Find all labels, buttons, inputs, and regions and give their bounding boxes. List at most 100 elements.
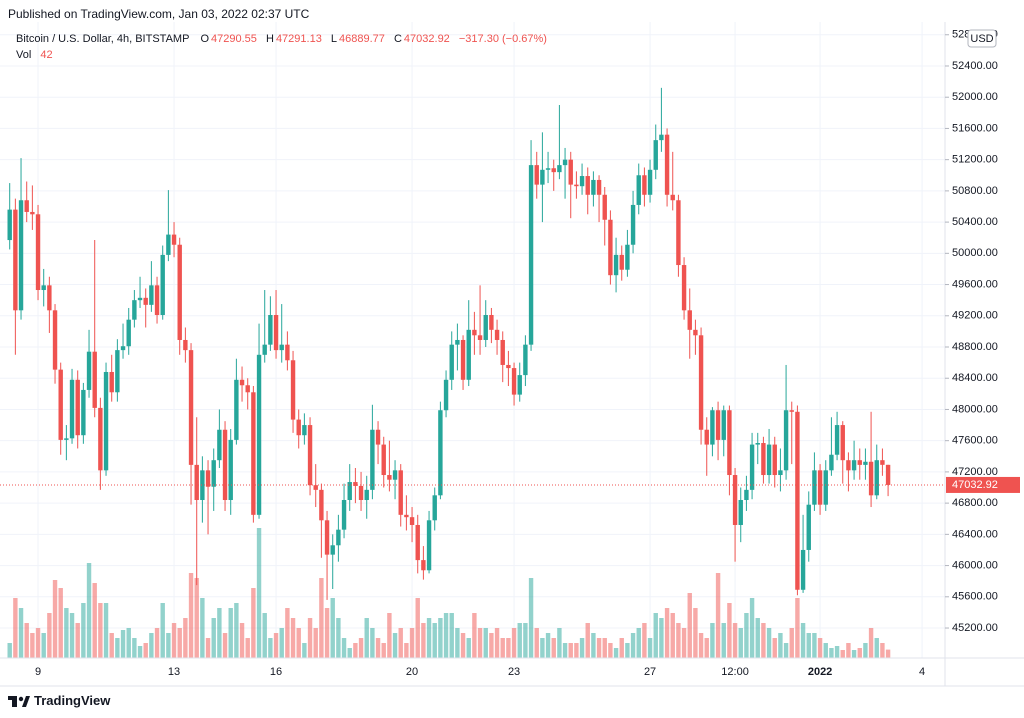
close-label: C bbox=[393, 33, 402, 45]
candle-body bbox=[857, 460, 862, 465]
volume-bar bbox=[370, 628, 375, 658]
candle-body bbox=[738, 500, 743, 525]
volume-bar bbox=[789, 628, 794, 658]
volume-bar bbox=[69, 613, 75, 658]
low-value: 46889.77 bbox=[339, 33, 385, 45]
volume-bar bbox=[885, 649, 891, 658]
candle-body bbox=[398, 470, 403, 515]
volume-bar bbox=[653, 613, 658, 658]
volume-bar bbox=[795, 598, 800, 658]
volume-bar bbox=[324, 608, 330, 658]
candle-body bbox=[64, 438, 69, 440]
candle-body bbox=[41, 285, 46, 291]
volume-bar bbox=[523, 623, 528, 658]
candle-body bbox=[693, 329, 698, 336]
candle-body bbox=[296, 419, 301, 436]
volume-bar bbox=[727, 603, 732, 658]
y-tick-label: 52400.00 bbox=[952, 60, 998, 72]
candle-body bbox=[341, 500, 347, 530]
candle-body bbox=[630, 204, 636, 245]
volume-bar bbox=[358, 638, 364, 658]
published-note: Published on TradingView.com, Jan 03, 20… bbox=[8, 7, 310, 21]
volume-bar bbox=[103, 603, 109, 658]
volume-bar bbox=[30, 633, 35, 658]
candle-body bbox=[268, 314, 273, 345]
volume-bar bbox=[744, 613, 749, 658]
candle-body bbox=[171, 234, 177, 245]
volume-bar bbox=[863, 643, 868, 658]
y-tick-label: 45200.00 bbox=[952, 622, 998, 634]
candle-body bbox=[228, 439, 233, 501]
volume-bar bbox=[200, 598, 205, 658]
change-value: −317.30 (−0.67%) bbox=[458, 33, 547, 45]
candle-body bbox=[874, 460, 879, 496]
volume-bar bbox=[681, 628, 687, 658]
y-tick-label: 45600.00 bbox=[952, 591, 998, 603]
candle-body bbox=[7, 209, 12, 241]
volume-bar bbox=[166, 633, 171, 658]
volume-bar bbox=[823, 643, 828, 658]
volume-bar bbox=[755, 618, 760, 658]
candle-body bbox=[347, 482, 352, 501]
volume-bar bbox=[659, 618, 664, 658]
candle-body bbox=[523, 344, 528, 376]
volume-bar bbox=[336, 618, 341, 658]
volume-bar bbox=[477, 628, 483, 658]
volume-bar bbox=[24, 623, 29, 658]
volume-bar bbox=[115, 638, 120, 658]
volume-bar bbox=[426, 618, 432, 658]
volume-bar bbox=[596, 638, 602, 658]
volume-bar bbox=[800, 623, 806, 658]
y-tick-label: 50000.00 bbox=[952, 247, 998, 259]
candle-body bbox=[868, 461, 874, 496]
x-tick-label: 4 bbox=[919, 666, 925, 678]
candle-body bbox=[732, 475, 738, 525]
candle-body bbox=[443, 379, 449, 411]
candle-body bbox=[846, 460, 851, 471]
candle-body bbox=[251, 392, 256, 515]
candle-body bbox=[188, 350, 194, 465]
volume-bar bbox=[290, 618, 296, 658]
volume-bar bbox=[35, 628, 41, 658]
volume-bar bbox=[874, 638, 879, 658]
volume-bar bbox=[494, 628, 500, 658]
candle-body bbox=[613, 254, 619, 276]
candle-body bbox=[302, 425, 307, 436]
volume-bar bbox=[52, 580, 58, 658]
volume-bar bbox=[506, 638, 511, 658]
candle-body bbox=[279, 344, 284, 351]
volume-bar bbox=[421, 623, 426, 658]
y-tick-label: 47200.00 bbox=[952, 466, 998, 478]
candle-body bbox=[817, 470, 823, 505]
y-tick-label: 49200.00 bbox=[952, 310, 998, 322]
volume-bar bbox=[545, 633, 551, 658]
volume-bar bbox=[636, 628, 641, 658]
volume-bar bbox=[387, 613, 392, 658]
volume-bar bbox=[392, 633, 398, 658]
candle-body bbox=[659, 134, 664, 141]
volume-bar bbox=[761, 623, 766, 658]
candle-body bbox=[52, 310, 58, 370]
volume-bar bbox=[364, 618, 369, 658]
candle-body bbox=[426, 520, 432, 571]
volume-bar bbox=[285, 608, 290, 658]
candle-body bbox=[353, 482, 358, 486]
candle-body bbox=[596, 179, 602, 195]
candle-body bbox=[154, 285, 160, 315]
legend: Bitcoin / U.S. Dollar, 4h, BITSTAMP O 472… bbox=[16, 33, 549, 45]
y-tick-label: 50400.00 bbox=[952, 216, 998, 228]
candle-body bbox=[800, 549, 806, 590]
volume-bar bbox=[432, 623, 437, 658]
brand-logo bbox=[8, 695, 30, 707]
close-value: 47032.92 bbox=[403, 33, 450, 45]
candle-body bbox=[851, 460, 857, 471]
volume-bar bbox=[834, 646, 840, 658]
volume-bar bbox=[721, 623, 726, 658]
x-tick-label: 23 bbox=[508, 666, 520, 678]
volume-bar bbox=[670, 613, 675, 658]
candle-body bbox=[778, 470, 783, 476]
volume-label: Vol bbox=[16, 49, 32, 61]
volume-bar bbox=[698, 633, 704, 658]
